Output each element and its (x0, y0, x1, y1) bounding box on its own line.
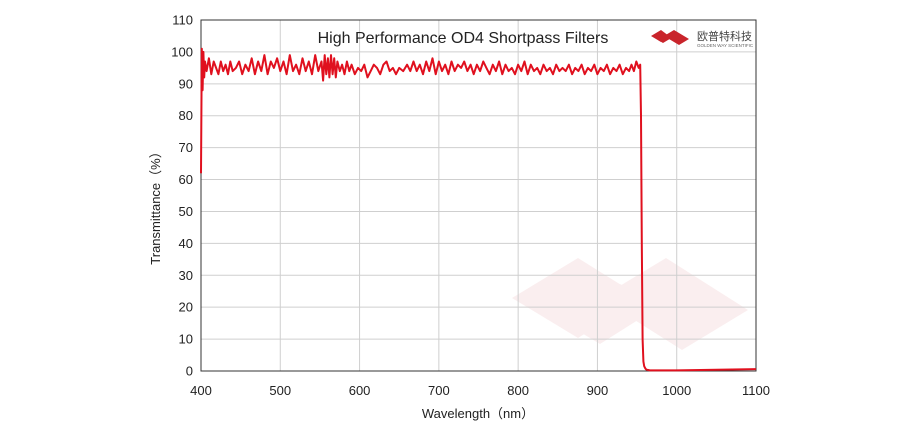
y-tick-label: 70 (179, 140, 193, 155)
x-tick-label: 600 (349, 383, 371, 398)
y-tick-label: 80 (179, 108, 193, 123)
y-tick-label: 110 (172, 13, 193, 28)
y-axis-label: Transmittance（%） (148, 145, 163, 264)
y-tick-label: 90 (179, 76, 193, 91)
x-tick-label: 500 (269, 383, 291, 398)
y-tick-label: 40 (179, 236, 193, 251)
brand-name-cn: 欧普特科技 (697, 29, 752, 43)
plot-frame (200, 19, 757, 372)
x-tick-label: 700 (428, 383, 450, 398)
y-tick-label: 60 (179, 172, 193, 187)
x-tick-label: 400 (190, 383, 212, 398)
x-tick-label: 1000 (662, 383, 691, 398)
x-axis-label: Wavelength（nm） (422, 406, 534, 421)
brand-logo: 欧普特科技 GOLDEN WAY SCIENTIFIC (651, 29, 754, 48)
y-tick-label: 0 (186, 364, 193, 379)
y-tick-label: 100 (171, 44, 193, 59)
x-tick-label: 900 (587, 383, 609, 398)
x-tick-label: 800 (507, 383, 529, 398)
y-tick-label: 50 (179, 204, 193, 219)
brand-name-en: GOLDEN WAY SCIENTIFIC (697, 43, 754, 48)
y-tick-label: 20 (179, 300, 193, 315)
chart-title: High Performance OD4 Shortpass Filters (318, 30, 609, 47)
y-axis-ticks: 0 10 20 30 40 50 60 70 80 90 100 110 (171, 13, 193, 379)
y-tick-label: 10 (179, 332, 193, 347)
watermark-logo (512, 258, 748, 350)
x-tick-label: 1100 (742, 383, 770, 398)
x-axis-ticks: 400 500 600 700 800 900 1000 1100 (190, 383, 770, 398)
brand-logo-icon (651, 30, 689, 45)
series-line (200, 47, 757, 372)
y-tick-label: 30 (179, 268, 193, 283)
